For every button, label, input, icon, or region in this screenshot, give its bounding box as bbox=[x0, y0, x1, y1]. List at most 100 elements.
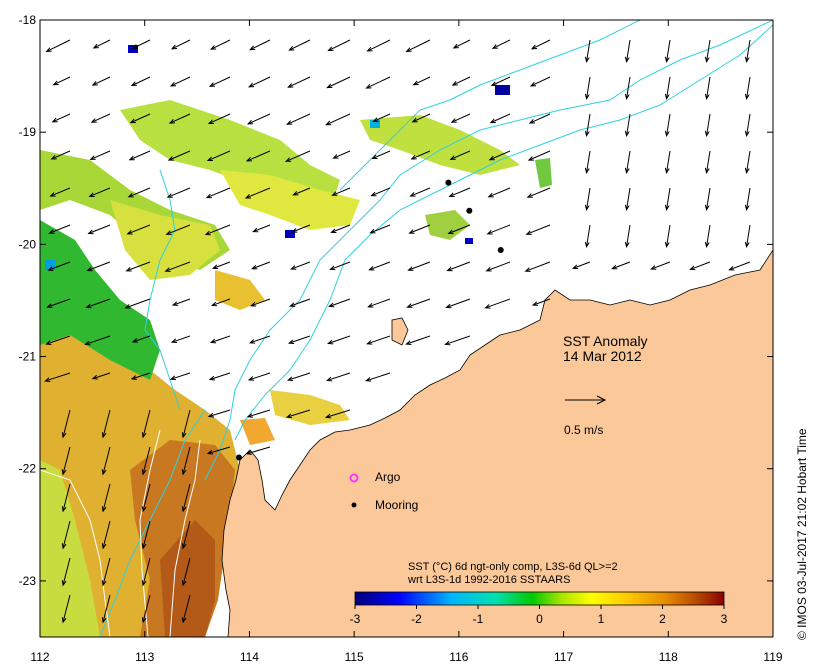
colorbar-caption-line2: wrt L3S-1d 1992-2016 SSTAARS bbox=[407, 574, 570, 586]
current-vector bbox=[447, 261, 471, 271]
current-vector-head bbox=[584, 130, 590, 137]
current-vector-head bbox=[704, 167, 710, 174]
current-vector bbox=[292, 224, 311, 233]
current-vector bbox=[327, 372, 351, 381]
current-vector bbox=[372, 150, 391, 160]
anomaly-field-green bbox=[40, 220, 160, 380]
current-vector bbox=[291, 261, 311, 270]
vector-scale-arrow bbox=[565, 395, 607, 405]
legend-mooring-marker bbox=[351, 502, 357, 508]
current-vector bbox=[288, 76, 311, 88]
current-vector-head bbox=[209, 338, 217, 344]
current-vector-head bbox=[181, 469, 187, 476]
current-vector-head bbox=[584, 167, 590, 174]
current-vector bbox=[706, 224, 711, 247]
current-vector bbox=[706, 187, 711, 210]
isobath-1 bbox=[204, 20, 773, 481]
current-vector-head bbox=[124, 304, 131, 309]
current-vector-head bbox=[85, 303, 92, 309]
current-vector-head bbox=[206, 156, 213, 162]
current-vector bbox=[182, 594, 191, 623]
current-vector bbox=[487, 224, 511, 235]
current-vector bbox=[491, 76, 511, 86]
current-vector-head bbox=[170, 44, 178, 50]
current-vector bbox=[51, 150, 71, 160]
current-vector-head bbox=[171, 301, 179, 306]
current-vector-head bbox=[246, 119, 254, 125]
current-vector-head bbox=[584, 93, 590, 100]
current-vector-head bbox=[84, 340, 91, 346]
current-vector bbox=[666, 39, 671, 62]
current-vector-head bbox=[406, 303, 413, 308]
current-vector-head bbox=[61, 617, 67, 624]
current-vector bbox=[210, 39, 231, 50]
current-vector bbox=[586, 224, 591, 247]
current-vector bbox=[413, 76, 431, 86]
current-vector bbox=[102, 483, 111, 512]
current-vector bbox=[247, 113, 271, 125]
current-vector-head bbox=[452, 43, 459, 49]
current-vector-head bbox=[61, 469, 67, 476]
colorbar-ticks: -3 -2 -1 0 1 2 3 bbox=[350, 605, 728, 626]
current-vector bbox=[247, 409, 271, 418]
current-vector-head bbox=[249, 45, 256, 51]
current-vector-head bbox=[326, 83, 333, 89]
current-vector-head bbox=[45, 340, 52, 345]
current-vector bbox=[666, 150, 671, 173]
current-vector-head bbox=[141, 580, 147, 587]
current-vector bbox=[85, 335, 111, 345]
isobath-2 bbox=[234, 24, 773, 441]
current-vector-head bbox=[248, 339, 256, 344]
current-vector bbox=[328, 39, 351, 51]
current-vector bbox=[182, 483, 191, 512]
x-tick-label: 115 bbox=[345, 650, 364, 664]
mooring-point bbox=[445, 179, 452, 186]
current-vector bbox=[411, 150, 431, 160]
anomaly-patch-blue-4 bbox=[465, 238, 473, 244]
current-vector-head bbox=[50, 154, 57, 160]
current-vector bbox=[248, 372, 271, 381]
current-vector bbox=[62, 409, 71, 438]
current-vector-head bbox=[689, 265, 696, 271]
current-vector bbox=[52, 113, 71, 123]
current-vector bbox=[245, 187, 271, 199]
current-vector-head bbox=[101, 432, 107, 439]
current-vector-head bbox=[366, 340, 373, 345]
current-vector bbox=[142, 483, 151, 512]
current-vector-head bbox=[46, 303, 53, 308]
current-vector-head bbox=[207, 119, 215, 124]
current-vector bbox=[182, 446, 191, 475]
current-vector bbox=[48, 261, 71, 271]
current-vector-head bbox=[529, 81, 537, 87]
vector-scale-label: 0.5 m/s bbox=[564, 423, 603, 437]
current-vector bbox=[210, 335, 231, 343]
current-vector bbox=[91, 113, 111, 123]
current-vector-head bbox=[284, 157, 292, 162]
current-vector bbox=[102, 446, 111, 475]
y-axis: -18 -19 -20 -21 -22 -23 bbox=[19, 13, 773, 588]
current-vector-head bbox=[584, 241, 590, 248]
current-vector-head bbox=[331, 191, 338, 196]
colorbar-caption-line1: SST (°C) 6d ngt-only comp, L3S-6d QL>=2 bbox=[408, 561, 618, 573]
current-vector bbox=[62, 446, 71, 475]
current-vector-head bbox=[325, 376, 333, 382]
current-vector bbox=[366, 372, 391, 382]
current-vector-head bbox=[292, 190, 299, 196]
current-vector bbox=[451, 113, 471, 123]
current-vector bbox=[528, 150, 551, 161]
current-vector-head bbox=[251, 264, 258, 270]
current-vector bbox=[142, 409, 151, 438]
current-vector-head bbox=[527, 156, 534, 161]
current-vector-head bbox=[207, 412, 215, 418]
current-vector-head bbox=[444, 340, 451, 346]
current-vector-head bbox=[128, 155, 135, 161]
current-vector bbox=[746, 224, 751, 247]
current-vector bbox=[332, 187, 351, 196]
current-vector-head bbox=[286, 120, 293, 125]
current-vector bbox=[47, 298, 71, 308]
current-vector-head bbox=[624, 204, 630, 211]
current-vector-head bbox=[89, 155, 96, 160]
current-vector-head bbox=[209, 45, 217, 50]
current-vector-head bbox=[371, 154, 378, 160]
current-vector bbox=[330, 261, 351, 270]
